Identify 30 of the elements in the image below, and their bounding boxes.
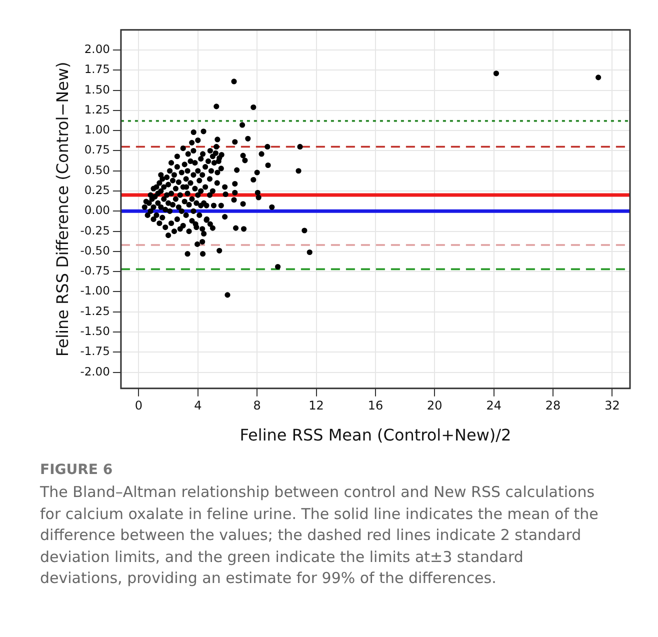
x-tick-label: 12 <box>308 398 324 413</box>
caption: FIGURE 6 <box>40 462 114 478</box>
x-tick-label: 32 <box>604 398 620 413</box>
x-tick-label: 4 <box>194 398 202 413</box>
x-tick-label: 8 <box>253 398 261 413</box>
y-tick-label: 1.25 <box>84 102 110 116</box>
x-axis-title: Feline RSS Mean (Control+New)/2 <box>240 426 512 445</box>
y-tick-label: 0.75 <box>84 142 110 157</box>
x-tick-label: 0 <box>134 398 143 413</box>
y-tick-label: 0.00 <box>84 203 110 218</box>
y-tick-label: 0.50 <box>84 162 110 177</box>
y-axis-title: Feline RSS Difference (Control−New) <box>52 62 72 357</box>
y-tick-label: -0.25 <box>80 223 110 238</box>
y-tick-label: 1.75 <box>84 62 110 76</box>
y-tick-label: 0.25 <box>84 183 110 198</box>
y-tick-label: -2.00 <box>80 364 110 378</box>
y-tick-label: 2.00 <box>84 42 110 56</box>
y-tick-label: -0.75 <box>80 264 110 278</box>
text: The Bland–Altman relationship between control and New RSS calculations for calcium oxalate in feline urine. The solid line indicates the mean of the difference between the values; the dashed red lines indicate 2 standard deviation limits, and the green indicate the limits at±3 standard deviations, providing an estimate for 99% of the differences. <box>40 482 600 589</box>
y-tick-label: 1.50 <box>84 82 110 96</box>
x-tick-label: 20 <box>427 398 442 413</box>
y-tick-label: -0.50 <box>80 243 110 258</box>
x-tick-label: 16 <box>368 398 384 413</box>
x-tick-label: 28 <box>545 398 561 413</box>
y-tick-label: -1.25 <box>80 304 110 318</box>
y-tick-label: -1.00 <box>80 284 110 298</box>
y-tick-label: 1.00 <box>84 122 110 137</box>
x-tick-label: 24 <box>486 398 502 413</box>
y-tick-label: -1.75 <box>80 344 110 358</box>
y-tick-label: -1.50 <box>80 324 110 338</box>
